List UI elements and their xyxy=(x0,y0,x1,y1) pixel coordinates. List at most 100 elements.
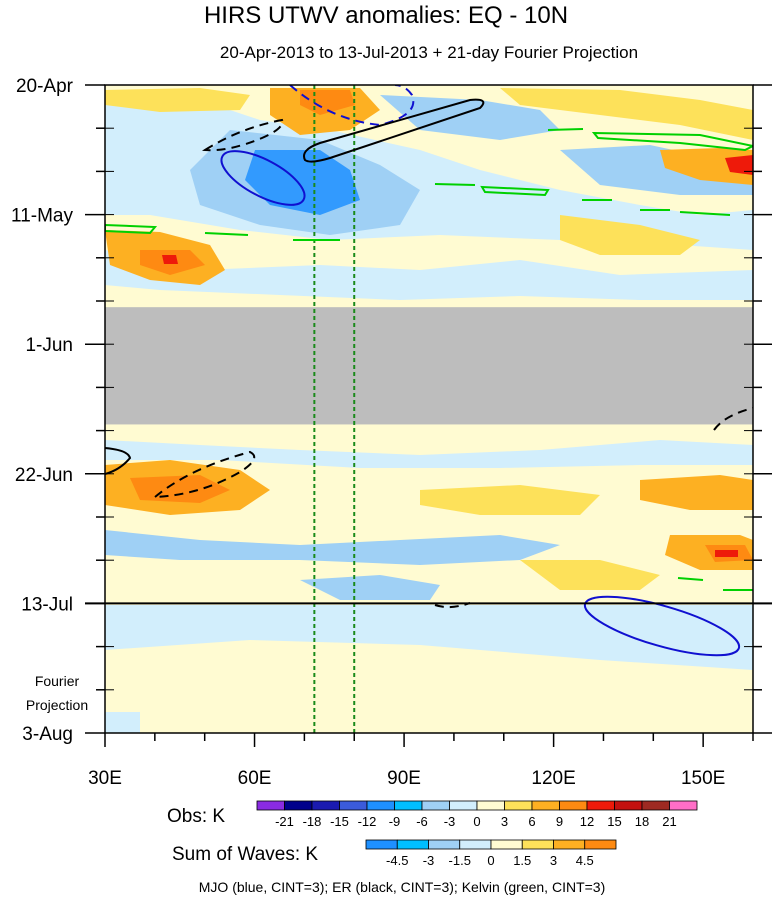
anomaly-patch xyxy=(380,95,560,140)
chart-title: HIRS UTWV anomalies: EQ - 10N xyxy=(204,2,568,29)
colorbar-level: -18 xyxy=(303,814,322,829)
anomaly-patch xyxy=(725,155,753,175)
er-contour xyxy=(303,98,485,163)
anomaly-patch xyxy=(500,88,753,140)
anomaly-patch xyxy=(162,255,178,264)
colorbar-swatch xyxy=(365,839,398,850)
colorbar-level: 0 xyxy=(487,853,494,868)
plot-area xyxy=(105,85,753,733)
missing-data-band xyxy=(105,307,753,425)
anomaly-patch xyxy=(715,550,738,557)
colorbar-swatch xyxy=(428,839,461,850)
kelvin-contour xyxy=(677,577,704,581)
colorbar-level: -6 xyxy=(416,814,428,829)
kelvin-contour xyxy=(204,232,249,236)
x-tick-label: 90E xyxy=(387,768,421,789)
mjo-contour xyxy=(289,85,415,127)
y-tick-label: 22-Jun xyxy=(15,465,73,486)
colorbar-swatch xyxy=(284,800,313,811)
colorbar-swatch xyxy=(559,800,588,811)
colorbar-level: -1.5 xyxy=(449,853,471,868)
anomaly-patch xyxy=(105,530,560,565)
y-axis: 20-Apr 11-May 1-Jun 22-Jun 13-Jul 3-Aug xyxy=(11,76,772,745)
colorbar-level: 9 xyxy=(556,814,563,829)
kelvin-contour xyxy=(591,131,753,152)
colorbar-swatch xyxy=(521,839,554,850)
anomaly-patch xyxy=(105,712,140,733)
colorbar-swatch xyxy=(421,800,450,811)
x-tick-label: 60E xyxy=(238,768,272,789)
colorbar-swatch xyxy=(449,800,478,811)
colorbar-swatch xyxy=(553,839,586,850)
colorbar-swatch xyxy=(256,800,285,811)
x-tick-label: 150E xyxy=(681,768,725,789)
anomaly-patch xyxy=(105,440,753,468)
y-tick-label: 20-Apr xyxy=(16,76,74,97)
anomaly-patch xyxy=(105,605,753,670)
wave-legend: MJO (blue, CINT=3); ER (black, CINT=3); … xyxy=(199,879,606,895)
colorbar-swatch xyxy=(614,800,643,811)
anomaly-patch xyxy=(300,575,440,600)
colorbar-level: 12 xyxy=(580,814,594,829)
colorbar-swatch xyxy=(476,800,505,811)
waves-colorbar: -4.5 -3 -1.5 0 1.5 3 4.5 xyxy=(365,839,617,868)
kelvin-contour xyxy=(434,183,476,186)
waves-colorbar-label: Sum of Waves: K xyxy=(172,844,318,865)
colorbar-level: 18 xyxy=(635,814,649,829)
obs-anomaly-field xyxy=(105,88,753,733)
anomaly-patch xyxy=(640,475,753,510)
colorbar-swatch xyxy=(641,800,670,811)
colorbar-level: 15 xyxy=(607,814,621,829)
colorbar-level: 1.5 xyxy=(513,853,531,868)
colorbar-level: -9 xyxy=(389,814,401,829)
x-tick-label: 30E xyxy=(88,768,122,789)
colorbar-level: 3 xyxy=(501,814,508,829)
colorbar-level: 4.5 xyxy=(576,853,594,868)
er-contour xyxy=(201,118,284,152)
x-tick-label: 120E xyxy=(531,768,575,789)
anomaly-patch xyxy=(105,250,753,300)
colorbar-level: 21 xyxy=(662,814,676,829)
colorbar-swatch xyxy=(339,800,368,811)
kelvin-contour xyxy=(679,211,731,216)
y-tick-label: 13-Jul xyxy=(21,594,73,615)
wave-contours xyxy=(105,85,753,657)
colorbar-level: -3 xyxy=(444,814,456,829)
obs-colorbar: -21 -18 -15 -12 -9 -6 -3 0 3 6 9 12 15 18 21 xyxy=(256,800,698,829)
obs-colorbar-label: Obs: K xyxy=(167,806,225,827)
er-contour xyxy=(105,447,132,475)
y-tick-label: 1-Jun xyxy=(25,335,73,356)
y-tick-label: 3-Aug xyxy=(22,724,73,745)
colorbar-level: -15 xyxy=(330,814,349,829)
y-tick-label: 11-May xyxy=(11,206,73,227)
colorbar-swatch xyxy=(669,800,698,811)
anomaly-patch xyxy=(245,150,360,215)
colorbar-swatch xyxy=(504,800,533,811)
anomaly-patch xyxy=(105,88,250,112)
colorbar-level: 0 xyxy=(473,814,480,829)
colorbar-level: -3 xyxy=(423,853,435,868)
colorbar-swatch xyxy=(366,800,395,811)
kelvin-contour xyxy=(105,223,158,235)
x-axis: 30E 60E 90E 120E 150E xyxy=(88,733,754,789)
reference-lines xyxy=(313,85,356,733)
colorbar-level: 6 xyxy=(528,814,535,829)
chart-subtitle: 20-Apr-2013 to 13-Jul-2013 + 21-day Four… xyxy=(220,43,638,62)
colorbar-swatch xyxy=(584,839,617,850)
mjo-contour xyxy=(220,150,306,206)
colorbar-level: -21 xyxy=(275,814,294,829)
kelvin-contour xyxy=(480,185,550,197)
colorbar-level: -4.5 xyxy=(386,853,408,868)
colorbar-swatch xyxy=(311,800,340,811)
anomaly-patch xyxy=(420,485,600,515)
colorbar-swatch xyxy=(394,800,423,811)
projection-label: Projection xyxy=(26,697,88,713)
anomaly-patch xyxy=(520,560,660,590)
projection-label: Fourier xyxy=(35,673,80,689)
anomaly-patch xyxy=(660,148,753,185)
colorbar-swatch xyxy=(586,800,615,811)
er-contour xyxy=(152,450,256,499)
colorbar-swatch xyxy=(396,839,429,850)
anomaly-patch xyxy=(665,535,753,570)
